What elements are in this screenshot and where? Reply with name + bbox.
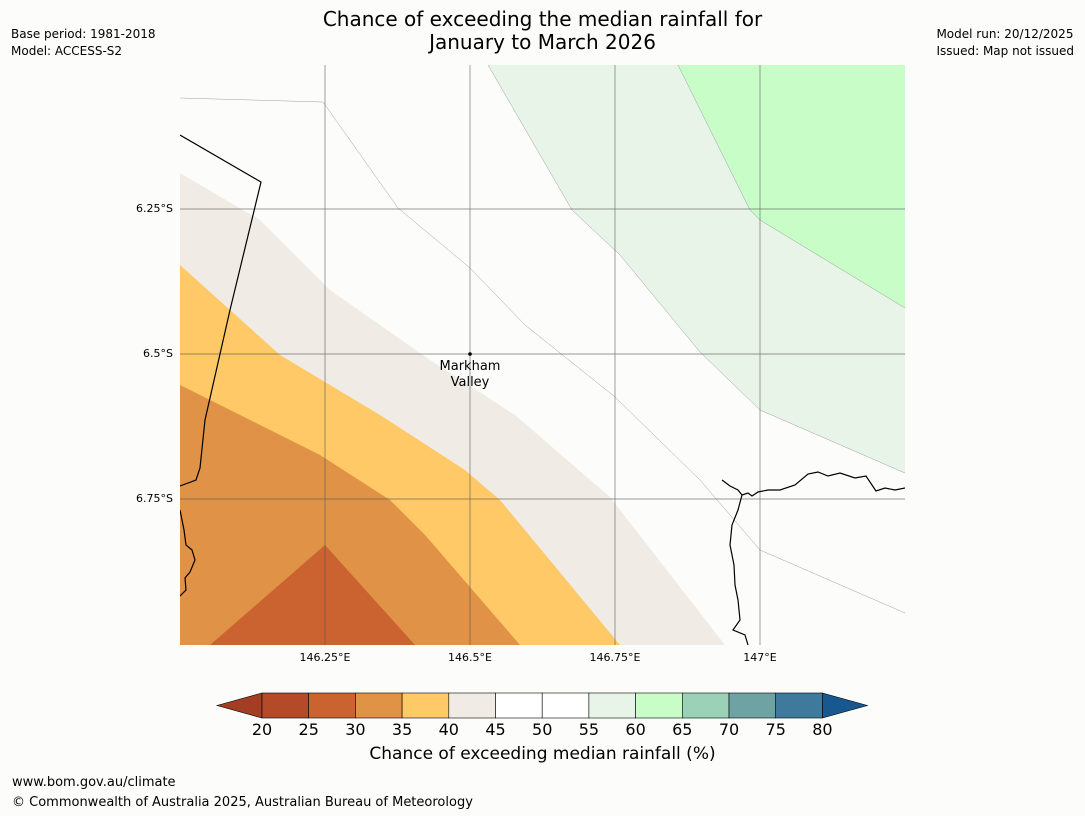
title-line-1: Chance of exceeding the median rainfall … [322,7,763,31]
colorbar-bin-30-35 [355,692,403,719]
contour-lines [180,65,905,614]
lat-label-6-75: 6.75°S [136,492,173,505]
boundaries [180,134,905,645]
meta-left: Base period: 1981-2018 Model: ACCESS-S2 [11,26,156,60]
colorbar-bin-70-75 [728,692,777,719]
colorbar-tick-45: 45 [485,720,506,739]
colorbar-bin-50-55 [541,692,590,719]
colorbar-tick-80: 80 [812,720,833,739]
colorbar-tick-50: 50 [532,720,553,739]
base-period-text: Base period: 1981-2018 [11,27,156,41]
colorbar-tick-30: 30 [345,720,366,739]
colorbar-bin-55-60 [588,692,636,719]
model-text: Model: ACCESS-S2 [11,44,123,58]
colorbar-bin-60-65 [635,692,683,719]
title-line-2: January to March 2026 [429,30,656,54]
colorbar-tick-70: 70 [718,720,740,739]
western-coastline [180,509,196,597]
markham-valley-marker [468,352,472,356]
colorbar-tick-25: 25 [298,720,319,739]
colorbar-bin-20-25 [261,692,310,719]
colorbar-bin-75-80 [775,692,823,719]
colorbar-bin-65-70 [681,692,730,719]
colorbar-tick-55: 55 [578,720,600,739]
map-contours [180,65,905,645]
lat-label-6-5: 6.5°S [143,347,173,360]
colorbar-tick-60: 60 [625,720,646,739]
place-name-line-1: Markham [439,359,501,374]
model-run-text: Model run: 20/12/2025 [936,27,1074,41]
lat-label-6-25: 6.25°S [136,202,173,215]
lon-label-146-75: 146.75°E [589,651,641,664]
colorbar-bin-45-50 [495,692,543,719]
place-label-markham-valley: Markham Valley [420,359,520,391]
map-title: Chance of exceeding the median rainfall … [0,8,1085,54]
lon-label-146-5: 146.5°E [448,651,492,664]
contour-30-35 [180,385,520,645]
colorbar-tick-65: 65 [672,720,693,739]
contour-25-30 [210,545,415,645]
colorbar-tick-35: 35 [391,720,413,739]
eastern-coastline [721,471,905,497]
colorbar-bin-40-45 [448,692,496,719]
meta-right: Model run: 20/12/2025 Issued: Map not is… [936,26,1074,60]
colorbar [215,692,869,719]
contour-60-65 [678,65,905,308]
colorbar-extend-high [822,692,869,719]
eastern-coastline-south [729,494,749,645]
colorbar-label: Chance of exceeding median rainfall (%) [369,744,716,764]
colorbar-bin-25-30 [308,692,356,719]
colorbar-bin-35-40 [401,692,450,719]
colorbar-tick-40: 40 [438,720,459,739]
lon-label-146-25: 146.25°E [299,651,351,664]
lon-label-147: 147°E [743,651,777,664]
issued-text: Issued: Map not issued [936,44,1074,58]
province-boundary [180,134,262,487]
footer-copyright: © Commonwealth of Australia 2025, Austra… [12,795,473,810]
place-name-line-2: Valley [450,375,490,390]
footer-url: www.bom.gov.au/climate [12,775,176,790]
colorbar-tick-75: 75 [765,720,786,739]
colorbar-extend-low [215,692,263,719]
colorbar-tick-20: 20 [251,720,273,739]
